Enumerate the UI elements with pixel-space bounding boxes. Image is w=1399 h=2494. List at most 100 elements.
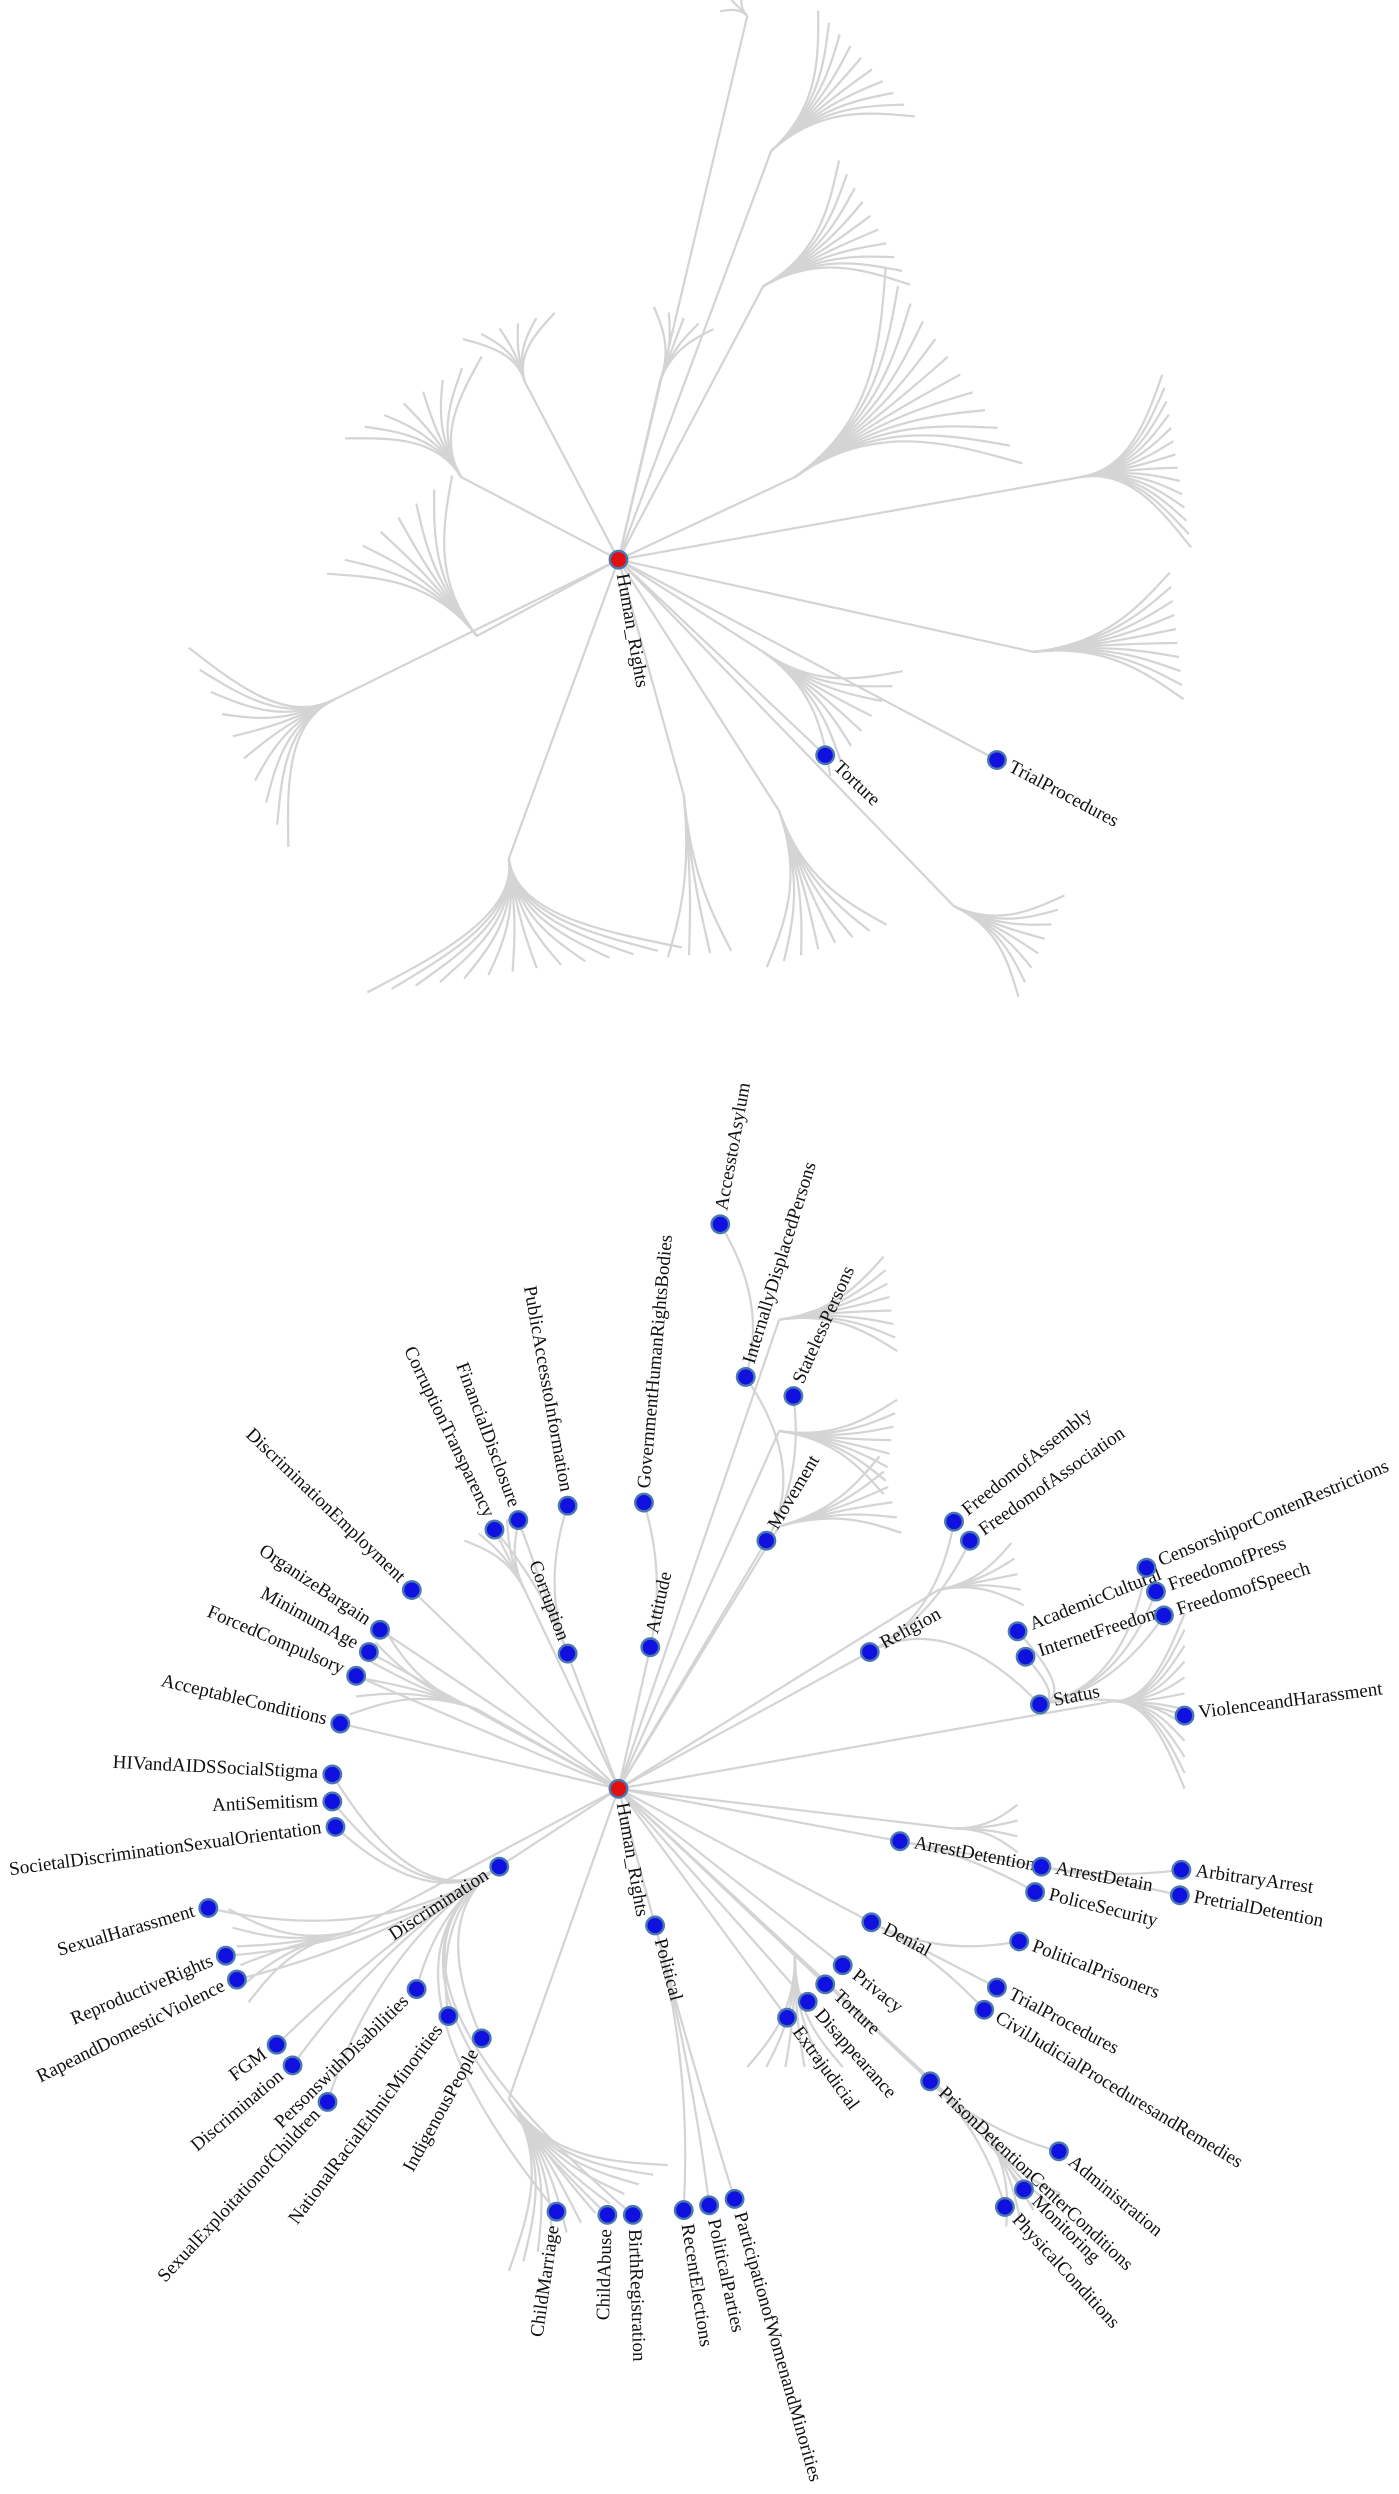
link <box>617 1787 844 1967</box>
node-label: BirthRegistration <box>624 2229 649 2363</box>
tree-node[interactable] <box>859 1642 880 1662</box>
tree-node[interactable] <box>974 1999 995 2020</box>
tree-node[interactable] <box>489 1856 510 1877</box>
tree-node[interactable] <box>322 1764 343 1785</box>
link <box>507 1788 620 2100</box>
link <box>443 1865 634 2216</box>
node-label-group: ChildAbuse <box>593 2229 616 2321</box>
node-label-group: ParticipationofWomenandMinorities <box>729 2210 825 2484</box>
tree-node[interactable] <box>358 1642 379 1662</box>
tree-node[interactable] <box>401 1580 422 1600</box>
node-label: Religion <box>877 1603 945 1653</box>
tree-node[interactable] <box>756 1530 777 1551</box>
tree-node[interactable] <box>622 2204 643 2225</box>
link <box>794 408 986 478</box>
tree-node[interactable] <box>1169 1885 1190 1906</box>
link <box>617 15 749 560</box>
tree-node[interactable] <box>699 2195 720 2216</box>
tree-node[interactable] <box>282 2055 303 2076</box>
node-label-group: Religion <box>877 1603 945 1653</box>
tree-node[interactable] <box>640 1637 661 1658</box>
tree-node[interactable] <box>1007 1621 1028 1642</box>
link <box>617 558 955 908</box>
tree-node[interactable] <box>317 2092 338 2112</box>
link <box>929 2080 1006 2208</box>
link <box>937 1586 1025 1607</box>
tree-node[interactable] <box>370 1619 390 1640</box>
node-label-group: CivilJudicialProceduresandRemedies <box>992 2007 1247 2172</box>
tree-node[interactable] <box>198 1898 219 1918</box>
node-label: HIVandAIDSSocialStigma <box>112 1752 319 1783</box>
tree-node[interactable] <box>1029 1694 1050 1715</box>
tree-node[interactable] <box>266 2034 287 2055</box>
tree-node[interactable] <box>1031 1856 1052 1877</box>
tree-node[interactable] <box>1014 2179 1034 2200</box>
tree-node[interactable] <box>986 750 1007 770</box>
tree-node[interactable] <box>1171 1859 1192 1880</box>
link <box>411 1589 620 1790</box>
tree-node[interactable] <box>1015 1646 1036 1667</box>
tree-node[interactable] <box>634 1492 654 1513</box>
tree-node[interactable] <box>546 2201 567 2222</box>
tree-node[interactable] <box>890 1831 910 1852</box>
root-node[interactable] <box>608 549 629 570</box>
tree-node[interactable] <box>832 1955 853 1976</box>
link <box>984 2130 1009 2227</box>
link <box>778 1517 902 1534</box>
tree-node[interactable] <box>1174 1705 1195 1726</box>
root-node[interactable] <box>608 1778 629 1799</box>
link <box>794 303 912 478</box>
node-label-group: GovernmentHumanRightsBodies <box>634 1234 677 1489</box>
tree-node[interactable] <box>557 1643 578 1664</box>
tree-node[interactable] <box>557 1495 578 1516</box>
tree-node[interactable] <box>1025 1882 1046 1903</box>
tree-node[interactable] <box>735 1367 756 1387</box>
tree-node[interactable] <box>777 2007 797 2028</box>
tree-node[interactable] <box>673 2200 694 2221</box>
tree-node[interactable] <box>986 1977 1007 1998</box>
tree-node[interactable] <box>1136 1557 1157 1578</box>
node-label: Torture <box>829 757 884 811</box>
tree-node[interactable] <box>724 2189 745 2209</box>
tree-node[interactable] <box>330 1713 351 1734</box>
tree-node[interactable] <box>226 1969 247 1990</box>
tree-node[interactable] <box>710 1214 731 1235</box>
link <box>617 1788 788 2019</box>
link <box>379 1628 620 1790</box>
tree-node[interactable] <box>944 1511 964 1532</box>
tree-node[interactable] <box>797 1991 818 2012</box>
link <box>765 1395 797 1542</box>
tree-node[interactable] <box>645 1915 666 1936</box>
tree-node[interactable] <box>484 1519 505 1540</box>
tree-node[interactable] <box>1153 1605 1174 1626</box>
node-label-group: Attitude <box>642 1570 676 1636</box>
tree-node[interactable] <box>346 1665 367 1686</box>
tree-node[interactable] <box>815 745 836 766</box>
tree-node[interactable] <box>215 1945 236 1966</box>
link <box>340 1722 619 1790</box>
node-label: SocietalDiscriminationSexualOrientation <box>8 1817 323 1880</box>
diagram-group: Torture TrialProcedures Human_Rights Access… <box>8 0 1392 2484</box>
tree-node[interactable] <box>438 2006 459 2027</box>
tree-node[interactable] <box>861 1912 882 1933</box>
tree-node[interactable] <box>783 1386 804 1406</box>
link <box>618 1787 955 1830</box>
tree-node[interactable] <box>1009 1931 1030 1952</box>
tree-node[interactable] <box>994 2196 1015 2217</box>
tree-node[interactable] <box>920 2071 941 2092</box>
tree-node[interactable] <box>959 1530 980 1551</box>
node-label-group: HIVandAIDSSocialStigma <box>112 1752 319 1783</box>
tree-node[interactable] <box>597 2204 618 2225</box>
tree-node[interactable] <box>815 1974 836 1995</box>
nodes: Torture TrialProcedures Human_Rights Access… <box>8 549 1392 2484</box>
node-label: ChildMarriage <box>527 2224 564 2338</box>
tree-node[interactable] <box>406 1979 427 2000</box>
tree-node[interactable] <box>322 1791 343 1812</box>
link <box>794 320 924 478</box>
link <box>1081 474 1192 549</box>
tree-node[interactable] <box>1145 1581 1166 1602</box>
tree-node[interactable] <box>325 1816 346 1837</box>
tree-node[interactable] <box>471 2028 492 2049</box>
tree-node[interactable] <box>1049 2141 1069 2162</box>
tree-node[interactable] <box>508 1510 529 1530</box>
